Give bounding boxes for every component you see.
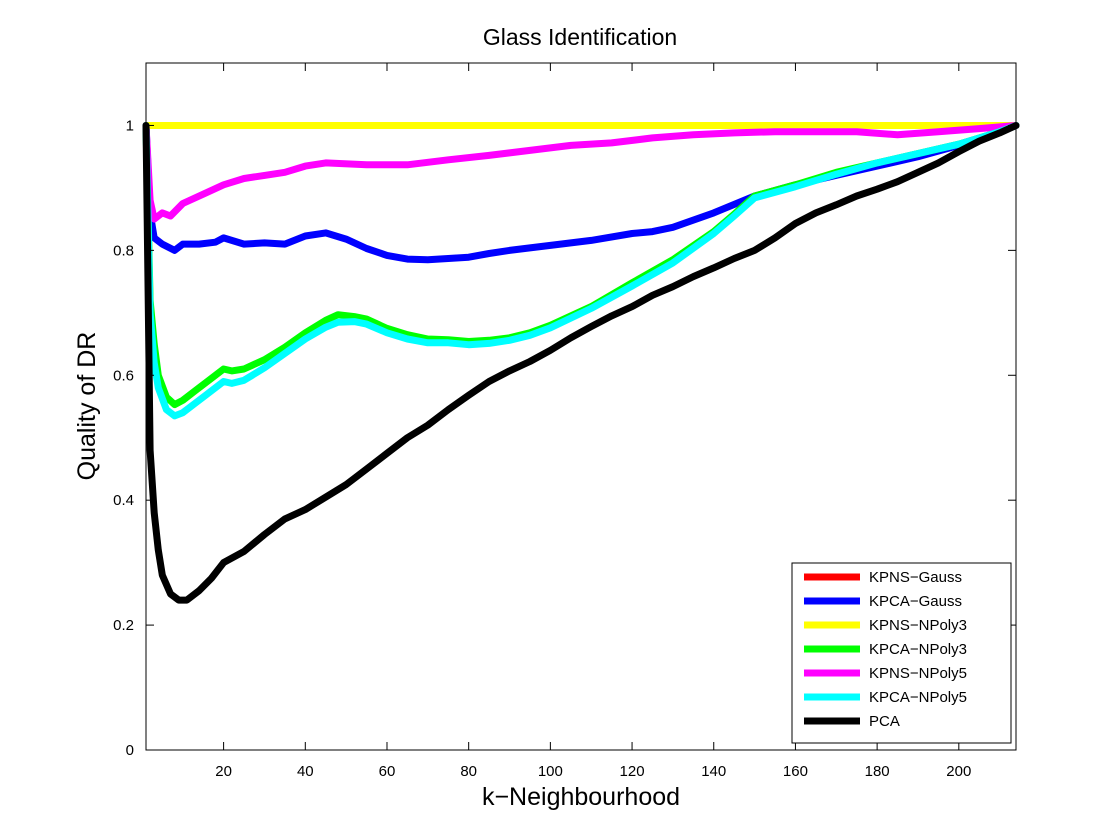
legend-label: PCA xyxy=(869,713,900,730)
legend-label: KPCA−NPoly3 xyxy=(869,641,967,658)
y-tick-label: 0.2 xyxy=(113,617,134,634)
x-tick-label: 140 xyxy=(701,763,726,780)
y-tick-label: 0.4 xyxy=(113,492,134,509)
legend-label: KPNS−NPoly5 xyxy=(869,665,967,682)
series-layer xyxy=(142,122,1020,604)
ticks-layer: 20 40 60 80 100 120 140 160 180 200 0 0.2 0.4 0.6 0.8 1 xyxy=(113,63,1016,780)
x-tick-label: 120 xyxy=(620,763,645,780)
y-axis-label: Quality of DR xyxy=(73,332,101,481)
legend: KPNS−Gauss KPCA−Gauss KPNS−NPoly3 KPCA−NPol… xyxy=(791,562,1012,744)
x-tick-label: 160 xyxy=(783,763,808,780)
plot-frame xyxy=(145,62,1017,751)
y-tick-label: 0.6 xyxy=(113,367,134,384)
y-tick-label: 1 xyxy=(126,117,134,134)
series-line-kpca-npoly5 xyxy=(142,122,1020,420)
chart-title: Glass Identification xyxy=(483,24,677,50)
x-tick-label: 20 xyxy=(215,763,232,780)
x-axis-label: k−Neighbourhood xyxy=(482,783,680,811)
series-line-pca xyxy=(142,122,1020,604)
y-tick-label: 0.8 xyxy=(113,242,134,259)
x-tick-label: 40 xyxy=(297,763,314,780)
legend-label: KPNS−Gauss xyxy=(869,569,962,586)
x-tick-label: 100 xyxy=(538,763,563,780)
legend-box xyxy=(791,562,1012,744)
x-tick-label: 180 xyxy=(865,763,890,780)
x-tick-label: 80 xyxy=(460,763,477,780)
x-tick-label: 200 xyxy=(946,763,971,780)
legend-label: KPCA−NPoly5 xyxy=(869,689,967,706)
y-tick-label: 0 xyxy=(126,742,134,759)
legend-label: KPCA−Gauss xyxy=(869,593,962,610)
x-tick-label: 60 xyxy=(379,763,396,780)
legend-label: KPNS−NPoly3 xyxy=(869,617,967,634)
series-line-kpns-npoly5 xyxy=(142,122,1020,223)
